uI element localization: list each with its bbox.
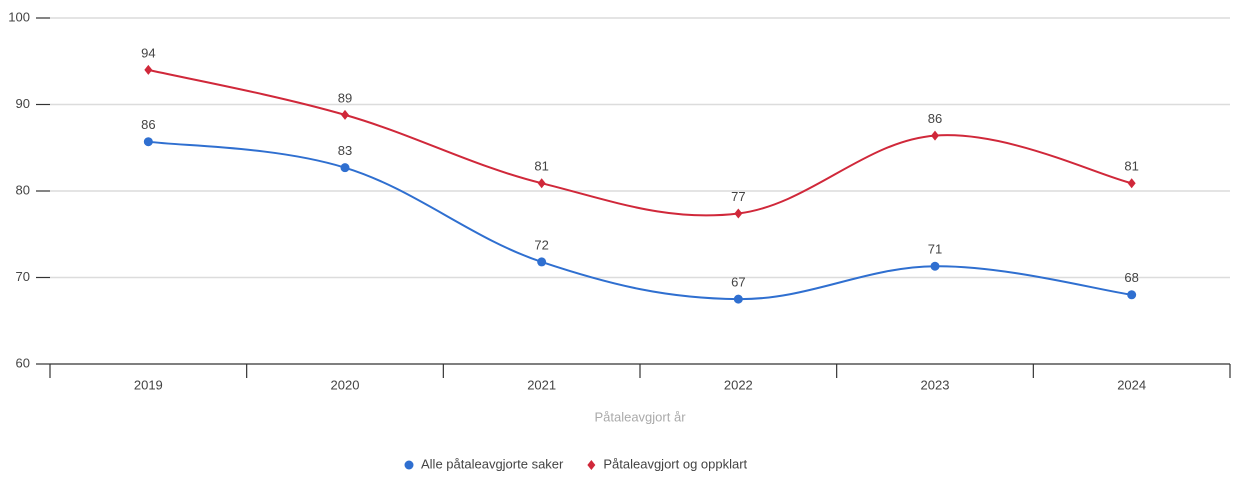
data-label: 71: [928, 242, 942, 257]
legend: Alle påtaleavgjorte saker Påtaleavgjort o…: [404, 456, 748, 471]
marker: [537, 178, 546, 189]
legend-label: Alle påtaleavgjorte saker: [421, 456, 564, 471]
x-tick-label: 2024: [1117, 377, 1146, 392]
data-label: 86: [928, 111, 942, 126]
y-tick-label: 100: [8, 9, 30, 24]
data-label: 83: [338, 143, 352, 158]
data-label: 86: [141, 117, 155, 132]
line: [148, 140, 1132, 301]
x-tick-label: 2021: [527, 377, 556, 392]
marker: [1127, 290, 1137, 300]
line: [148, 68, 1132, 217]
data-label: 81: [1124, 159, 1138, 174]
x-tick-label: 2019: [134, 377, 163, 392]
marker: [733, 294, 743, 304]
marker: [930, 261, 940, 271]
marker: [341, 109, 349, 120]
marker: [1127, 178, 1136, 189]
marker: [144, 64, 153, 75]
data-label: 81: [534, 159, 548, 174]
data-label: 68: [1124, 270, 1138, 285]
x-tick-label: 2020: [331, 377, 360, 392]
marker: [734, 208, 743, 219]
y-tick-label: 70: [16, 269, 30, 284]
data-label: 72: [534, 237, 548, 252]
x-axis-title: Påtaleavgjort år: [594, 409, 686, 424]
marker: [340, 163, 350, 173]
x-tick-label: 2022: [724, 377, 753, 392]
data-label: 77: [731, 189, 745, 204]
legend-label: Påtaleavgjort og oppklart: [603, 456, 747, 471]
marker: [143, 137, 153, 147]
y-tick-label: 60: [16, 355, 30, 370]
y-tick-label: 90: [16, 96, 30, 111]
legend-marker: [587, 460, 596, 470]
y-tick-label: 80: [16, 182, 30, 197]
data-label: 67: [731, 275, 745, 290]
marker: [537, 257, 547, 267]
marker: [931, 130, 939, 141]
data-label: 94: [141, 45, 155, 60]
legend-marker: [404, 460, 414, 470]
data-label: 89: [338, 90, 352, 105]
x-tick-label: 2023: [921, 377, 950, 392]
